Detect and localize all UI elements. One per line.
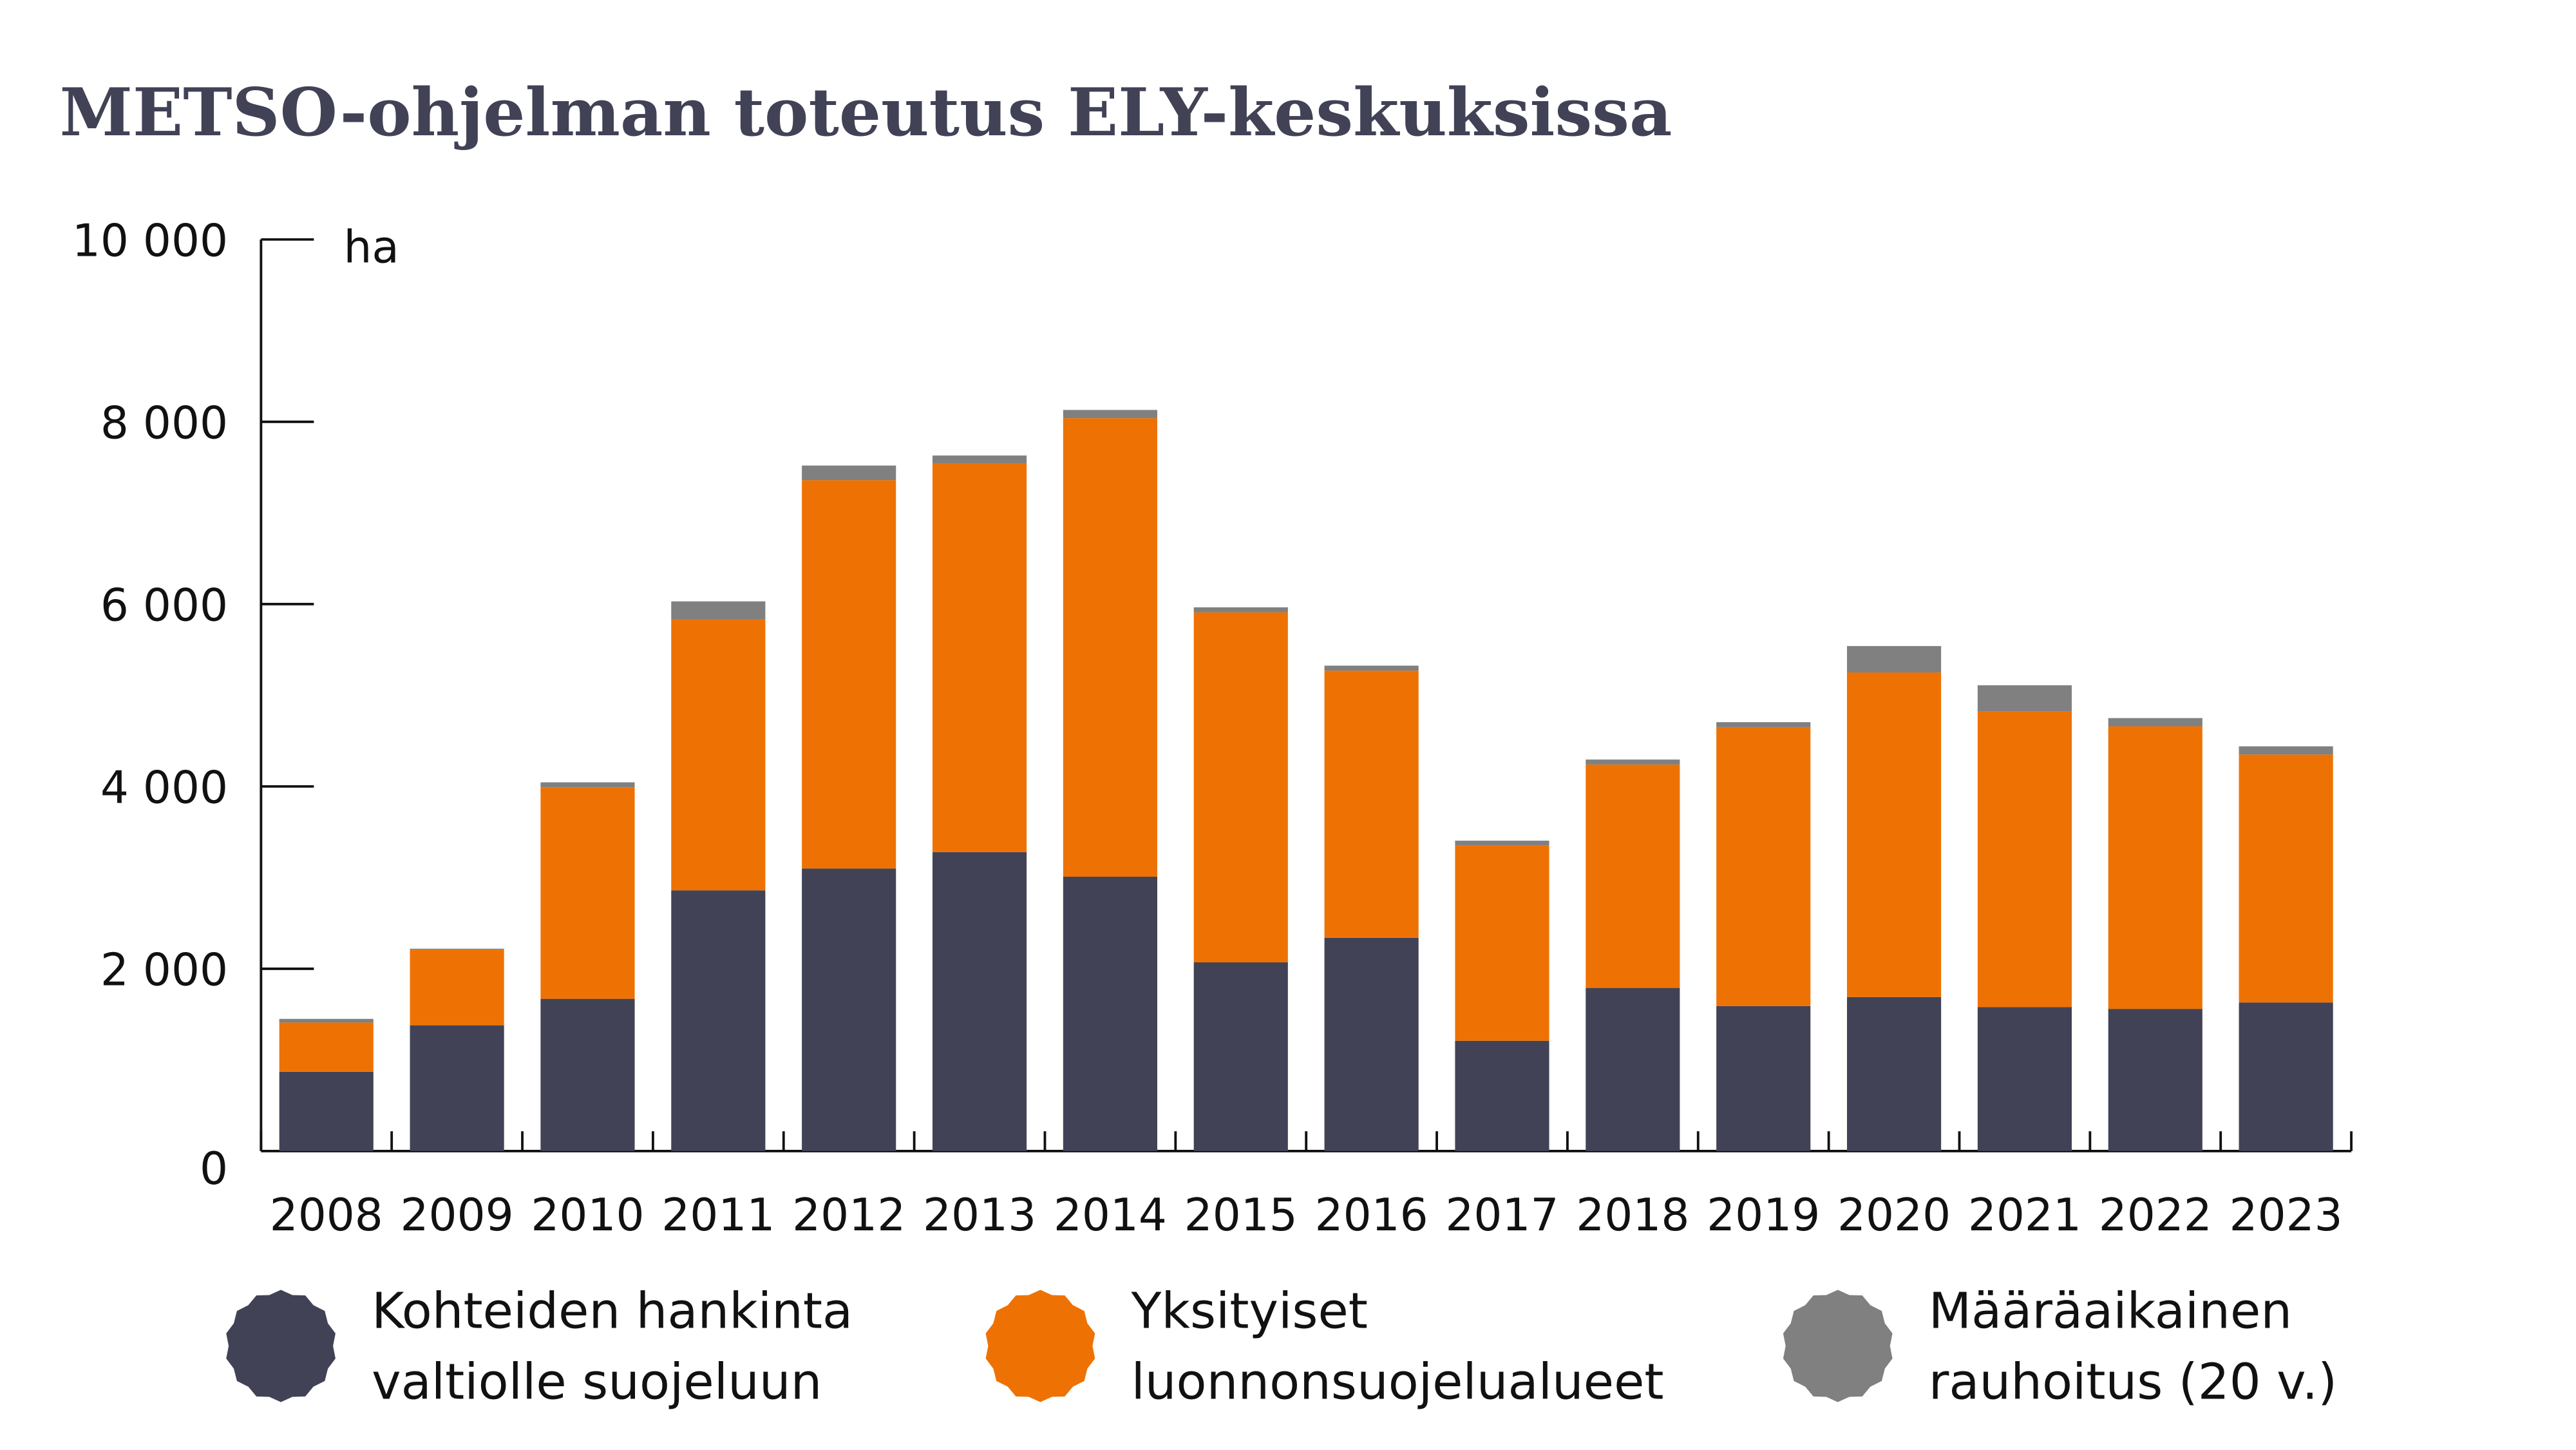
x-tick-label: 2010 <box>531 1190 644 1241</box>
axes: 0 2 000 4 000 6 000 8 000 10 000 2008 2009 2010 2… <box>72 215 2353 1241</box>
bar-segment-2021-series-0 <box>1977 1007 2072 1151</box>
y-tick-label: 2 000 <box>100 945 228 997</box>
bars <box>279 410 2333 1151</box>
legend-label-series-0: Kohteiden hankinta <box>372 1283 853 1340</box>
legend-marker-series-2 <box>1783 1290 1893 1402</box>
bar-segment-2011-series-1 <box>671 619 766 891</box>
legend-label-series-0: valtiolle suojeluun <box>372 1354 822 1411</box>
legend: Kohteiden hankinta valtiolle suojeluun Yks… <box>226 1283 2337 1411</box>
bar-segment-2008-series-2 <box>279 1018 374 1023</box>
y-axis-unit-label: ha <box>344 222 399 274</box>
bar-segment-2018-series-0 <box>1586 987 1680 1151</box>
bar-segment-2020-series-0 <box>1847 997 1942 1151</box>
bar-segment-2019-series-0 <box>1716 1006 1811 1151</box>
bar-segment-2014-series-2 <box>1063 410 1157 419</box>
bar-segment-2016-series-2 <box>1324 665 1419 671</box>
bar-segment-2019-series-1 <box>1716 727 1811 1006</box>
x-tick-label: 2021 <box>1968 1190 2081 1241</box>
x-tick-label: 2011 <box>661 1190 775 1241</box>
bar-segment-2017-series-0 <box>1455 1040 1549 1151</box>
bar-segment-2009-series-0 <box>410 1025 504 1151</box>
bar-segment-2012-series-2 <box>802 465 896 481</box>
bar-segment-2023-series-1 <box>2239 754 2333 1003</box>
bar-segment-2014-series-0 <box>1063 876 1157 1151</box>
x-tick-label: 2017 <box>1445 1190 1558 1241</box>
x-tick-label: 2012 <box>792 1190 905 1241</box>
y-tick-label: 8 000 <box>100 397 228 449</box>
bar-segment-2022-series-1 <box>2108 726 2202 1009</box>
bar-segment-2011-series-2 <box>671 601 766 620</box>
bar-segment-2011-series-0 <box>671 890 766 1151</box>
x-tick-label: 2022 <box>2099 1190 2212 1241</box>
legend-label-series-2: rauhoitus (20 v.) <box>1929 1354 2337 1411</box>
bar-segment-2015-series-2 <box>1193 607 1288 613</box>
legend-label-series-2: Määräaikainen <box>1929 1283 2292 1340</box>
bar-segment-2015-series-1 <box>1193 612 1288 963</box>
bar-segment-2013-series-2 <box>932 455 1027 464</box>
bar-segment-2018-series-2 <box>1586 759 1680 765</box>
x-tick-label: 2020 <box>1837 1190 1951 1241</box>
bar-segment-2020-series-2 <box>1847 645 1942 673</box>
y-tick-label: 4 000 <box>100 763 228 814</box>
x-tick-label: 2015 <box>1184 1190 1298 1241</box>
bar-segment-2019-series-2 <box>1716 722 1811 727</box>
bar-segment-2017-series-1 <box>1455 845 1549 1041</box>
y-tick-label: 10 000 <box>72 215 228 267</box>
legend-marker-series-0 <box>226 1290 336 1402</box>
bar-segment-2008-series-0 <box>279 1071 374 1151</box>
bar-segment-2015-series-0 <box>1193 962 1288 1151</box>
bar-segment-2012-series-1 <box>802 480 896 869</box>
legend-label-series-1: luonnonsuojelualueet <box>1131 1354 1663 1411</box>
bar-segment-2009-series-1 <box>410 949 504 1025</box>
bar-segment-2020-series-1 <box>1847 672 1942 997</box>
bar-segment-2008-series-1 <box>279 1022 374 1072</box>
legend-marker-series-1 <box>985 1290 1095 1402</box>
bar-segment-2022-series-2 <box>2108 718 2202 727</box>
bar-segment-2021-series-1 <box>1977 711 2072 1007</box>
bar-segment-2021-series-2 <box>1977 685 2072 712</box>
bar-segment-2010-series-2 <box>540 782 635 788</box>
bar-segment-2016-series-0 <box>1324 937 1419 1151</box>
bar-segment-2013-series-1 <box>932 463 1027 852</box>
bar-segment-2016-series-1 <box>1324 671 1419 938</box>
bar-segment-2018-series-1 <box>1586 764 1680 988</box>
y-tick-label: 0 <box>200 1143 228 1195</box>
x-tick-label: 2019 <box>1707 1190 1820 1241</box>
x-tick-label: 2013 <box>923 1190 1036 1241</box>
x-tick-label: 2008 <box>270 1190 383 1241</box>
bar-segment-2022-series-0 <box>2108 1009 2202 1151</box>
bar-segment-2014-series-1 <box>1063 418 1157 877</box>
legend-label-series-1: Yksityiset <box>1130 1283 1368 1340</box>
bar-segment-2012-series-0 <box>802 868 896 1151</box>
bar-segment-2023-series-2 <box>2239 746 2333 755</box>
bar-segment-2010-series-1 <box>540 787 635 999</box>
bar-segment-2010-series-0 <box>540 998 635 1151</box>
x-tick-label: 2023 <box>2230 1190 2343 1241</box>
x-tick-label: 2009 <box>401 1190 514 1241</box>
y-tick-label: 6 000 <box>100 580 228 631</box>
bar-segment-2013-series-0 <box>932 852 1027 1151</box>
x-tick-label: 2016 <box>1315 1190 1428 1241</box>
x-tick-label: 2014 <box>1054 1190 1167 1241</box>
chart-title: METSO-ohjelman toteutus ELY-keskuksissa <box>60 74 1672 151</box>
x-tick-label: 2018 <box>1576 1190 1689 1241</box>
bar-segment-2017-series-2 <box>1455 841 1549 846</box>
bar-segment-2023-series-0 <box>2239 1002 2333 1151</box>
